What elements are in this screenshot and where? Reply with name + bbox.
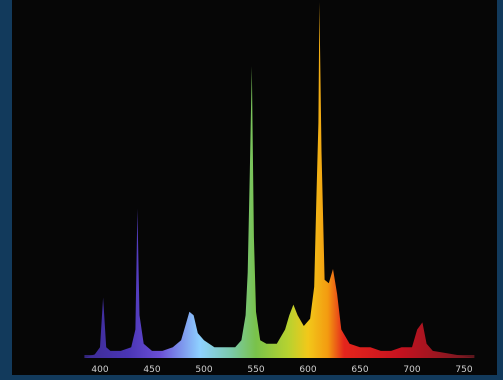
x-tick-label: 400 [91,365,108,375]
x-tick-label: 700 [403,365,420,375]
x-tick-label: 450 [143,365,160,375]
x-tick-label: 500 [195,365,212,375]
x-tick-label: 550 [247,365,264,375]
x-tick-label: 600 [299,365,316,375]
x-tick-label: 750 [455,365,472,375]
spectrum-baseline [84,355,475,358]
x-tick-label: 650 [351,365,368,375]
spectrum-area [84,2,475,358]
